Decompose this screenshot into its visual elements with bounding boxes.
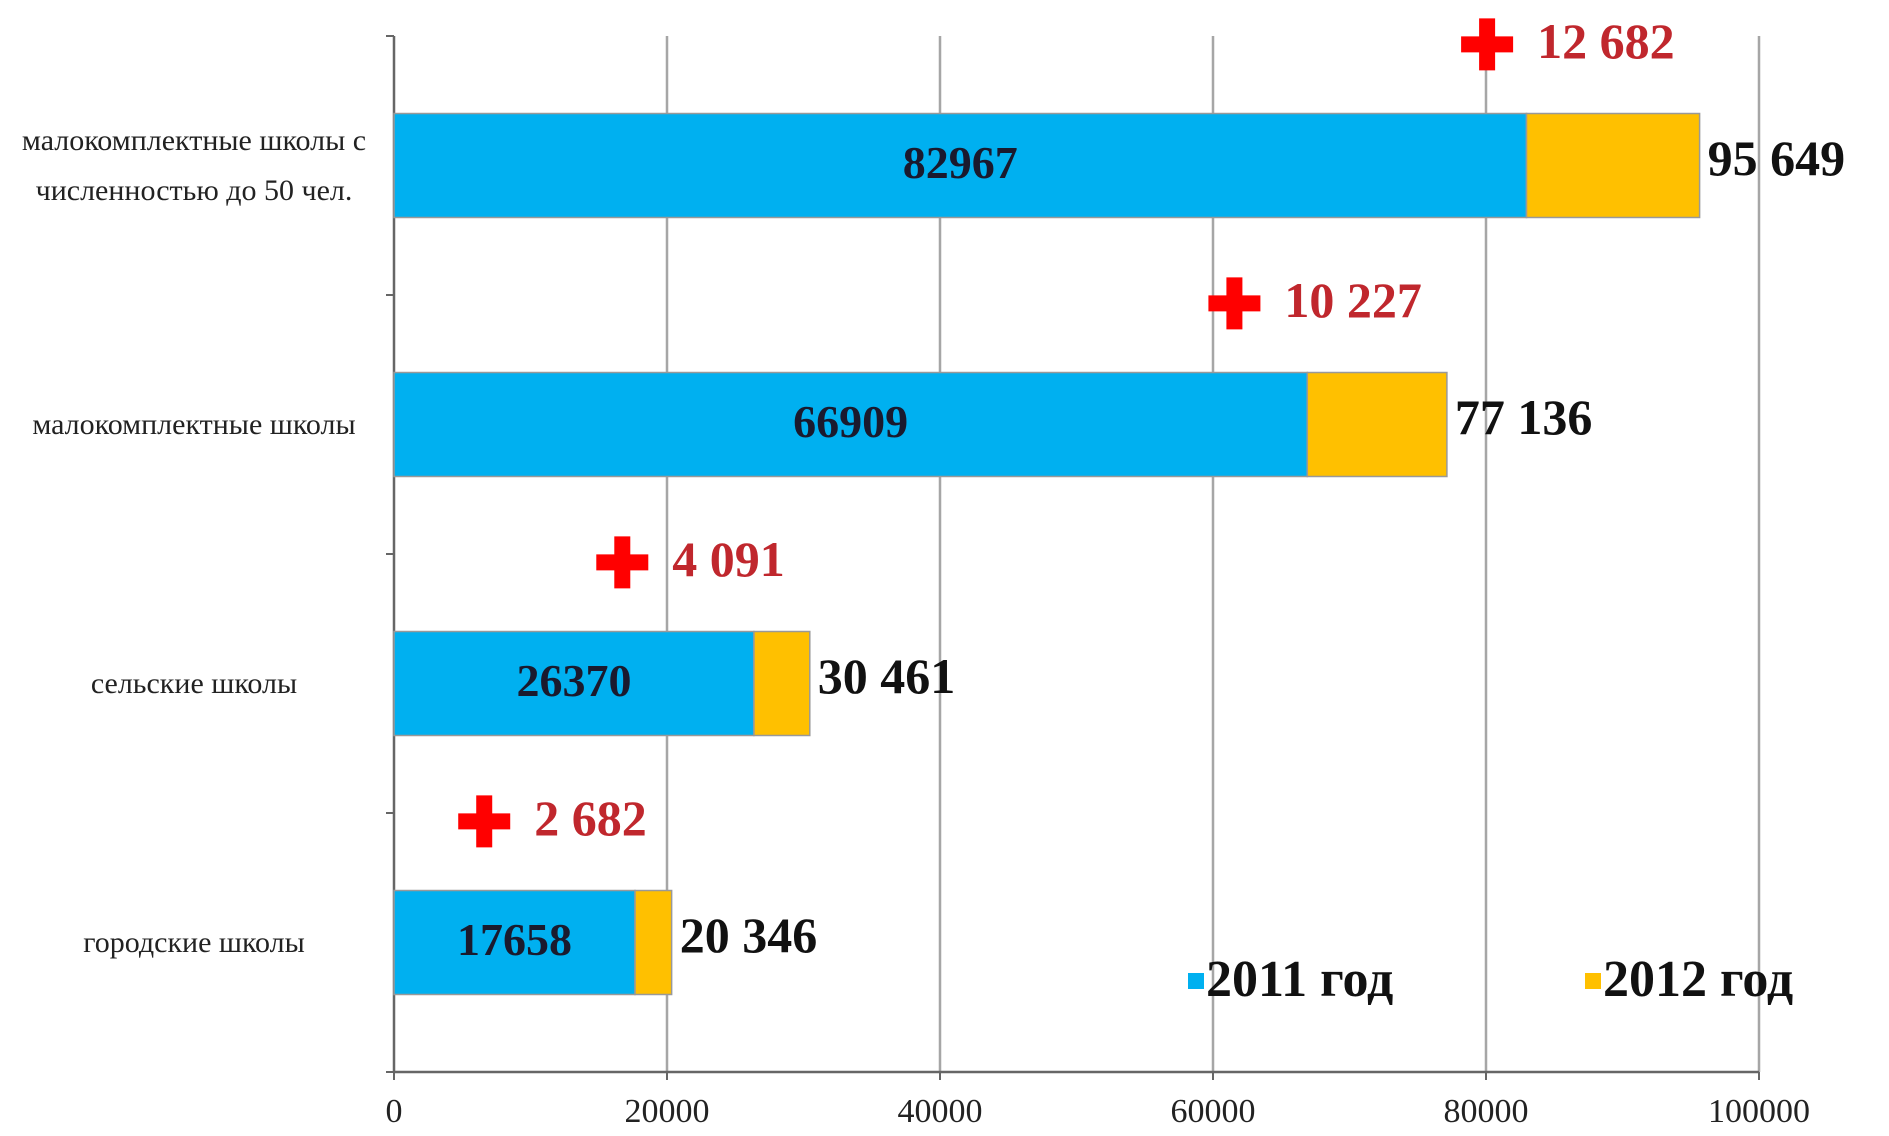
- plus-icon: [1208, 277, 1261, 330]
- bar-segment: [753, 630, 811, 737]
- legend-swatch: [1188, 973, 1204, 989]
- total-label: 30 461: [818, 648, 956, 704]
- y-tick-label: малокомплектные школы с численностью до …: [21, 123, 367, 207]
- legend-swatch: [1585, 973, 1601, 989]
- bar-segment: [393, 630, 755, 737]
- increase-label: 2 682: [534, 790, 647, 846]
- bar-segment: [393, 889, 636, 996]
- x-tick-label: 20000: [625, 1093, 710, 1130]
- x-tick-label: 100000: [1708, 1093, 1810, 1130]
- increase-label: 4 091: [672, 531, 785, 587]
- total-label: 20 346: [680, 907, 818, 963]
- plus-icon: [596, 536, 649, 589]
- increase-label: 12 682: [1537, 13, 1675, 69]
- plus-icon: [1461, 18, 1514, 71]
- y-tick-label: сельские школы: [90, 666, 298, 700]
- y-tick-label: городские школы: [83, 925, 305, 959]
- increase-label: 10 227: [1284, 272, 1422, 328]
- total-label: 77 136: [1455, 389, 1593, 445]
- x-tick-label: 0: [386, 1093, 403, 1130]
- x-tick-label: 60000: [1171, 1093, 1256, 1130]
- bar-value-label: 66909: [793, 396, 908, 447]
- legend-label: 2012 год: [1603, 951, 1793, 1008]
- bar-segment: [634, 889, 673, 996]
- legend-label: 2011 год: [1206, 951, 1393, 1008]
- total-label: 95 649: [1708, 130, 1846, 186]
- bar-segment: [1306, 371, 1448, 478]
- bar-value-label: 82967: [903, 137, 1018, 188]
- plus-icon: [458, 795, 511, 848]
- x-tick-label: 40000: [898, 1093, 983, 1130]
- bar-segment: [1525, 112, 1701, 219]
- x-tick-label: 80000: [1444, 1093, 1529, 1130]
- bar-segment: [393, 112, 1528, 219]
- bar-value-label: 17658: [457, 914, 572, 965]
- bar-value-label: 26370: [516, 655, 631, 706]
- y-tick-label: малокомплектные школы: [32, 407, 356, 441]
